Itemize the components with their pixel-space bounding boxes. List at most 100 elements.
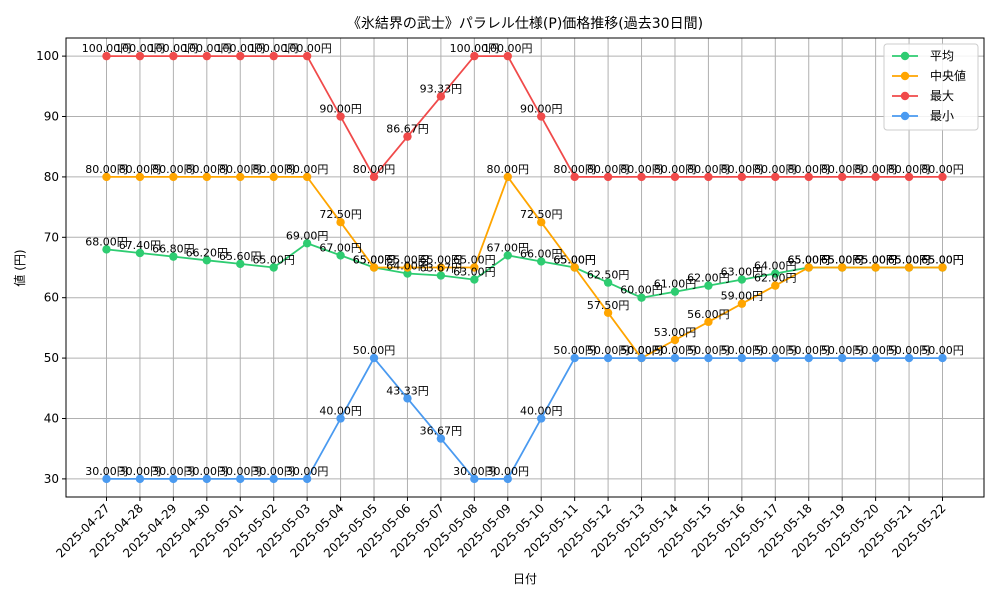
data-point: [436, 92, 446, 101]
data-label: 30.00円: [219, 465, 262, 478]
data-label: 57.50円: [587, 299, 630, 312]
data-point: [403, 132, 412, 141]
data-point: [436, 271, 446, 280]
data-point: [302, 51, 312, 61]
data-point: [269, 51, 278, 61]
data-label: 50.00円: [721, 344, 764, 357]
data-label: 80.00円: [721, 163, 764, 176]
data-point: [737, 275, 747, 284]
data-point: [603, 172, 613, 182]
data-label: 80.00円: [888, 163, 931, 176]
data-point: [771, 172, 780, 182]
data-point: [369, 353, 379, 363]
data-label: 80.00円: [219, 163, 262, 176]
data-label: 80.00円: [754, 163, 797, 176]
data-label: 65.00円: [252, 254, 295, 267]
data-label: 80.00円: [821, 163, 864, 176]
data-point: [537, 257, 546, 266]
data-point: [169, 51, 178, 61]
data-label: 63.00円: [453, 266, 496, 279]
data-label: 50.00円: [754, 344, 797, 357]
data-point: [436, 434, 446, 443]
data-point: [202, 172, 212, 182]
data-label: 66.20円: [186, 246, 229, 259]
data-label: 64.00円: [386, 260, 429, 273]
data-label: 72.50円: [520, 208, 563, 221]
data-point: [470, 275, 479, 284]
data-label: 30.00円: [119, 465, 162, 478]
data-point: [871, 263, 880, 272]
data-point: [537, 218, 546, 227]
data-point: [637, 293, 646, 302]
data-point: [503, 51, 512, 61]
data-point: [904, 172, 914, 182]
data-label: 68.00円: [85, 235, 128, 248]
data-point: [403, 263, 412, 272]
data-point: [336, 218, 345, 227]
data-label: 50.00円: [654, 344, 697, 357]
data-label: 36.67円: [420, 425, 463, 438]
data-point: [503, 251, 512, 260]
data-point: [302, 474, 312, 484]
data-label: 100.00円: [216, 42, 266, 55]
legend-label: 最小: [930, 109, 954, 123]
y-tick-label: 40: [44, 411, 59, 425]
data-label: 80.00円: [787, 163, 830, 176]
data-label: 100.00円: [182, 42, 232, 55]
data-label: 100.00円: [450, 42, 500, 55]
data-label: 65.00円: [821, 254, 864, 267]
data-label: 80.00円: [620, 163, 663, 176]
data-label: 65.00円: [921, 254, 964, 267]
data-point: [537, 414, 546, 423]
data-label: 50.00円: [587, 344, 630, 357]
data-label: 63.00円: [721, 266, 764, 279]
data-label: 100.00円: [149, 42, 199, 55]
data-point: [102, 51, 111, 61]
data-point: [904, 263, 914, 272]
data-point: [537, 112, 546, 121]
data-point: [302, 239, 312, 248]
data-point: [637, 172, 646, 182]
data-label: 50.00円: [888, 344, 931, 357]
data-point: [403, 394, 412, 403]
data-point: [670, 335, 680, 345]
data-labels: 68.00円67.40円66.80円66.20円65.60円65.00円69.0…: [82, 42, 964, 478]
data-point: [202, 256, 212, 265]
y-tick-label: 100: [36, 49, 59, 63]
data-point: [236, 474, 245, 484]
y-axis-ticks: 30 40 50 60 70 80 90 100: [36, 49, 66, 486]
data-point: [737, 353, 747, 363]
data-point: [169, 172, 178, 182]
data-label: 65.00円: [420, 254, 463, 267]
data-point: [302, 172, 312, 182]
data-label: 65.00円: [453, 254, 496, 267]
data-label: 65.00円: [854, 254, 897, 267]
data-label: 43.33円: [386, 384, 429, 397]
data-label: 62.00円: [687, 272, 730, 285]
data-point: [369, 263, 379, 272]
data-label: 50.00円: [854, 344, 897, 357]
data-label: 80.00円: [85, 163, 128, 176]
data-point: [670, 287, 680, 296]
data-label: 50.00円: [620, 344, 663, 357]
data-point: [704, 353, 713, 363]
x-axis-label: 日付: [513, 572, 537, 586]
data-label: 30.00円: [186, 465, 229, 478]
data-point: [771, 353, 780, 363]
data-label: 65.00円: [854, 254, 897, 267]
data-point: [403, 269, 412, 278]
data-point: [570, 263, 579, 272]
data-label: 80.00円: [553, 163, 596, 176]
data-label: 50.00円: [687, 344, 730, 357]
data-point: [236, 259, 245, 269]
data-label: 65.00円: [888, 254, 931, 267]
data-point: [804, 172, 813, 182]
y-tick-label: 80: [44, 170, 59, 184]
data-label: 30.00円: [252, 465, 295, 478]
data-point: [771, 269, 780, 278]
series-line: [106, 242, 943, 299]
data-label: 50.00円: [921, 344, 964, 357]
data-label: 63.67円: [420, 262, 463, 275]
data-label: 80.00円: [252, 163, 295, 176]
data-label: 50.00円: [353, 344, 396, 357]
